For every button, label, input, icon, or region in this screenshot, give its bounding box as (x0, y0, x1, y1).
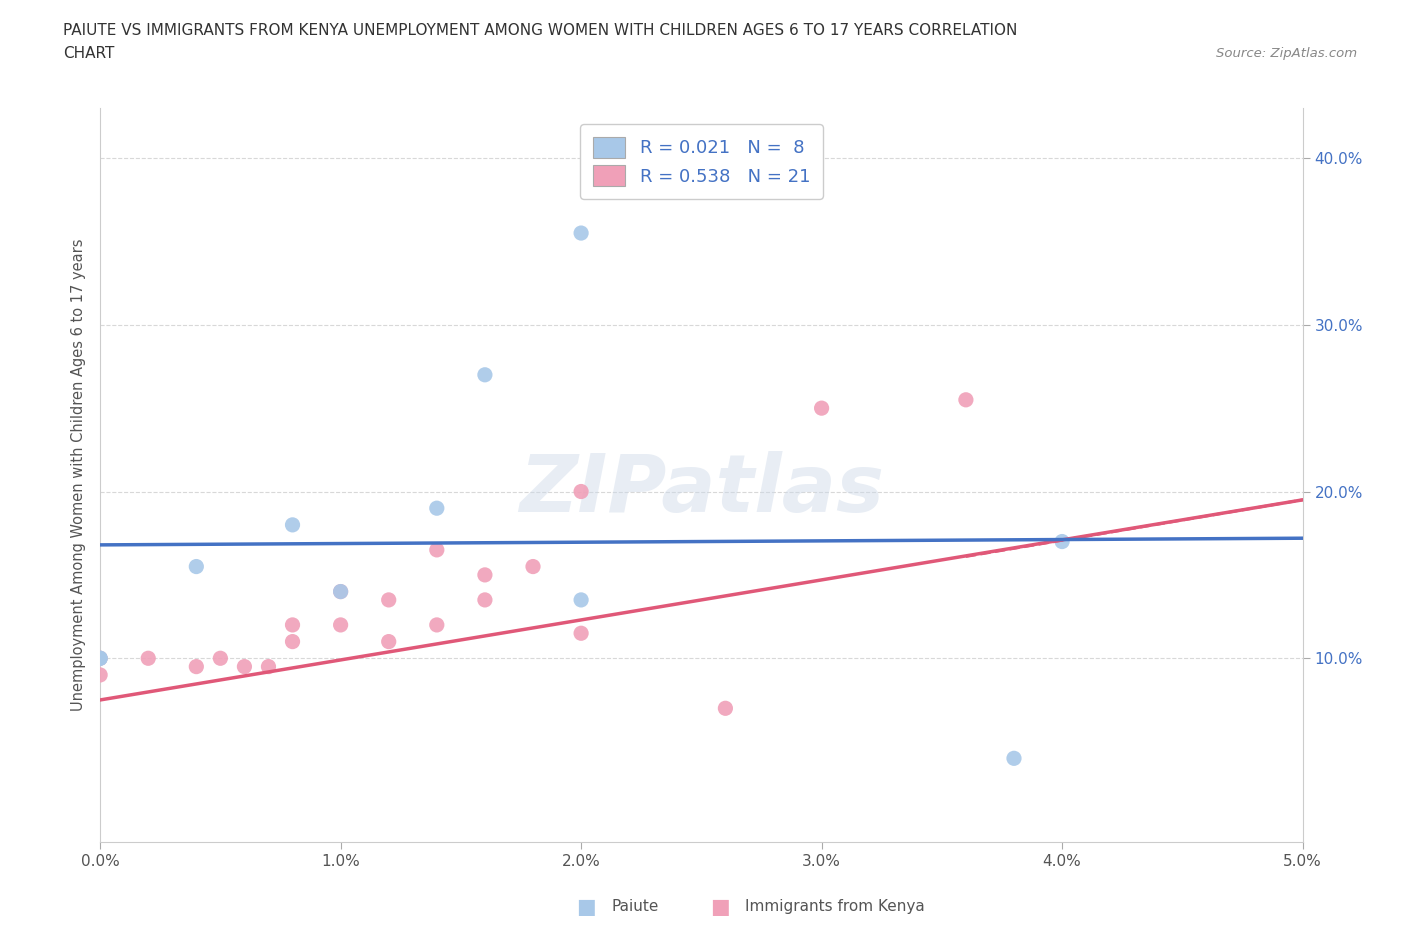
Point (89, 651, 111, 666)
Text: ■: ■ (576, 897, 596, 917)
Point (186, 559, 208, 574)
Point (426, 542, 449, 557)
Point (186, 659, 208, 674)
Point (569, 226, 592, 241)
Point (89, 651, 111, 666)
Point (281, 634, 304, 649)
Point (329, 584, 352, 599)
Point (209, 651, 232, 666)
Point (1002, 751, 1025, 765)
Point (569, 485, 592, 499)
Point (426, 500, 449, 515)
Legend: R = 0.021   N =  8, R = 0.538   N = 21: R = 0.021 N = 8, R = 0.538 N = 21 (581, 125, 823, 199)
Point (955, 392, 977, 407)
Text: ■: ■ (710, 897, 730, 917)
Point (329, 584, 352, 599)
Text: CHART: CHART (63, 46, 115, 61)
Point (569, 592, 592, 607)
Point (329, 618, 352, 632)
Point (569, 626, 592, 641)
Point (89, 668, 111, 683)
Text: ZIPatlas: ZIPatlas (519, 450, 884, 528)
Point (89, 651, 111, 666)
Text: Source: ZipAtlas.com: Source: ZipAtlas.com (1216, 46, 1357, 60)
Text: PAIUTE VS IMMIGRANTS FROM KENYA UNEMPLOYMENT AMONG WOMEN WITH CHILDREN AGES 6 TO: PAIUTE VS IMMIGRANTS FROM KENYA UNEMPLOY… (63, 23, 1018, 38)
Point (474, 567, 496, 582)
Point (1050, 534, 1073, 549)
Point (714, 701, 737, 716)
Point (377, 634, 399, 649)
Point (257, 659, 280, 674)
Point (474, 592, 496, 607)
Point (426, 618, 449, 632)
Point (233, 659, 256, 674)
Point (136, 651, 159, 666)
Point (281, 618, 304, 632)
Point (474, 367, 496, 382)
Point (810, 401, 832, 416)
Point (522, 559, 544, 574)
Text: Immigrants from Kenya: Immigrants from Kenya (745, 899, 925, 914)
Point (377, 592, 399, 607)
Text: Paiute: Paiute (612, 899, 659, 914)
Y-axis label: Unemployment Among Women with Children Ages 6 to 17 years: Unemployment Among Women with Children A… (72, 239, 86, 711)
Point (281, 517, 304, 532)
